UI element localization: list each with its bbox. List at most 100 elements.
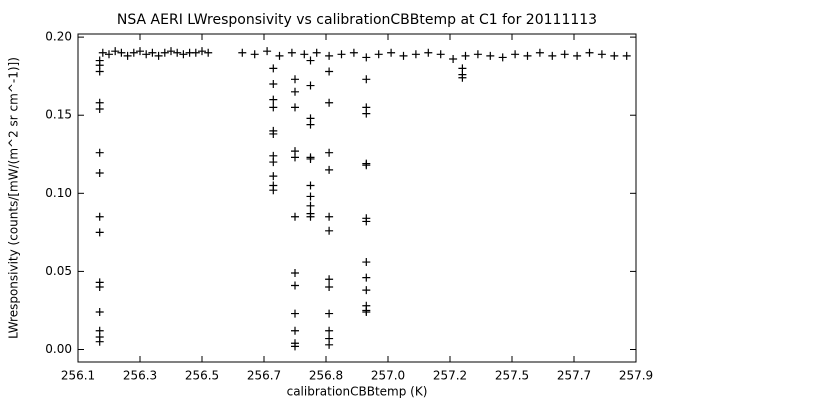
- point: [325, 340, 334, 349]
- point: [136, 47, 144, 56]
- y-tick-label: 0.20: [45, 30, 72, 44]
- point: [291, 212, 299, 221]
- point: [191, 48, 200, 57]
- point: [291, 87, 299, 96]
- point: [436, 50, 445, 59]
- point: [498, 53, 507, 62]
- point: [173, 48, 182, 57]
- point: [179, 50, 188, 59]
- point: [325, 309, 334, 318]
- point: [458, 73, 467, 82]
- point: [306, 154, 315, 163]
- point: [291, 75, 299, 84]
- point: [111, 47, 120, 56]
- point: [473, 50, 482, 59]
- point: [362, 258, 371, 267]
- x-tick-label: 257.0: [371, 369, 405, 383]
- x-tick-label: 257.2: [433, 369, 467, 383]
- point: [123, 51, 132, 60]
- point: [291, 153, 299, 162]
- y-tick-label: 0.05: [45, 264, 72, 278]
- point: [306, 120, 315, 129]
- point: [117, 48, 126, 57]
- point: [269, 129, 278, 138]
- x-axis-label: calibrationCBBtemp (K): [287, 385, 428, 399]
- point: [269, 64, 278, 73]
- point: [325, 148, 334, 157]
- point: [98, 48, 107, 57]
- point: [105, 50, 113, 59]
- point: [95, 148, 104, 157]
- point: [275, 51, 284, 60]
- point: [362, 75, 371, 84]
- point: [461, 51, 470, 60]
- x-tick-label: 256.8: [309, 369, 343, 383]
- point: [411, 50, 420, 59]
- point: [362, 109, 371, 118]
- point: [535, 48, 544, 57]
- point: [449, 54, 458, 63]
- point: [167, 47, 175, 56]
- point: [95, 212, 104, 221]
- point: [325, 212, 334, 221]
- point: [306, 201, 315, 210]
- point: [95, 169, 104, 178]
- point: [325, 67, 334, 76]
- point: [337, 50, 346, 59]
- y-tick-label: 0.10: [45, 186, 72, 200]
- point: [129, 48, 138, 57]
- point: [269, 95, 278, 104]
- point: [325, 275, 334, 284]
- point: [325, 51, 334, 60]
- point: [291, 342, 299, 351]
- point: [306, 56, 315, 65]
- plot-frame: [77, 33, 637, 363]
- x-tick-label: 257.9: [619, 369, 653, 383]
- point: [291, 326, 299, 335]
- point: [312, 48, 321, 57]
- point: [95, 337, 104, 346]
- point: [374, 50, 383, 59]
- point: [95, 67, 104, 76]
- point: [291, 103, 299, 112]
- point: [362, 217, 371, 226]
- point: [95, 228, 104, 237]
- point: [154, 51, 163, 60]
- point: [325, 283, 334, 292]
- point: [306, 81, 315, 90]
- point: [362, 286, 371, 295]
- point: [287, 48, 296, 57]
- point: [204, 48, 213, 57]
- point: [610, 51, 619, 60]
- point: [269, 103, 278, 112]
- x-tick-label: 256.3: [123, 369, 157, 383]
- point: [362, 273, 371, 282]
- point: [349, 48, 358, 57]
- point: [269, 172, 278, 181]
- point: [362, 308, 371, 317]
- x-tick-label: 257.7: [557, 369, 591, 383]
- point: [523, 51, 532, 60]
- point: [585, 48, 594, 57]
- point: [238, 48, 247, 57]
- point: [198, 47, 206, 56]
- point: [362, 161, 371, 170]
- point: [263, 47, 272, 56]
- point: [160, 48, 169, 57]
- point: [300, 50, 309, 59]
- point: [291, 309, 299, 318]
- point: [306, 212, 315, 221]
- x-tick-label: 256.7: [247, 369, 281, 383]
- point: [306, 192, 315, 201]
- point: [573, 51, 582, 60]
- point: [148, 48, 157, 57]
- point: [548, 51, 557, 60]
- chart-title: NSA AERI LWresponsivity vs calibrationCB…: [117, 12, 597, 28]
- point: [325, 226, 334, 235]
- point: [269, 158, 278, 167]
- point: [325, 165, 334, 174]
- x-tick-label: 256.1: [61, 369, 95, 383]
- point: [399, 51, 408, 60]
